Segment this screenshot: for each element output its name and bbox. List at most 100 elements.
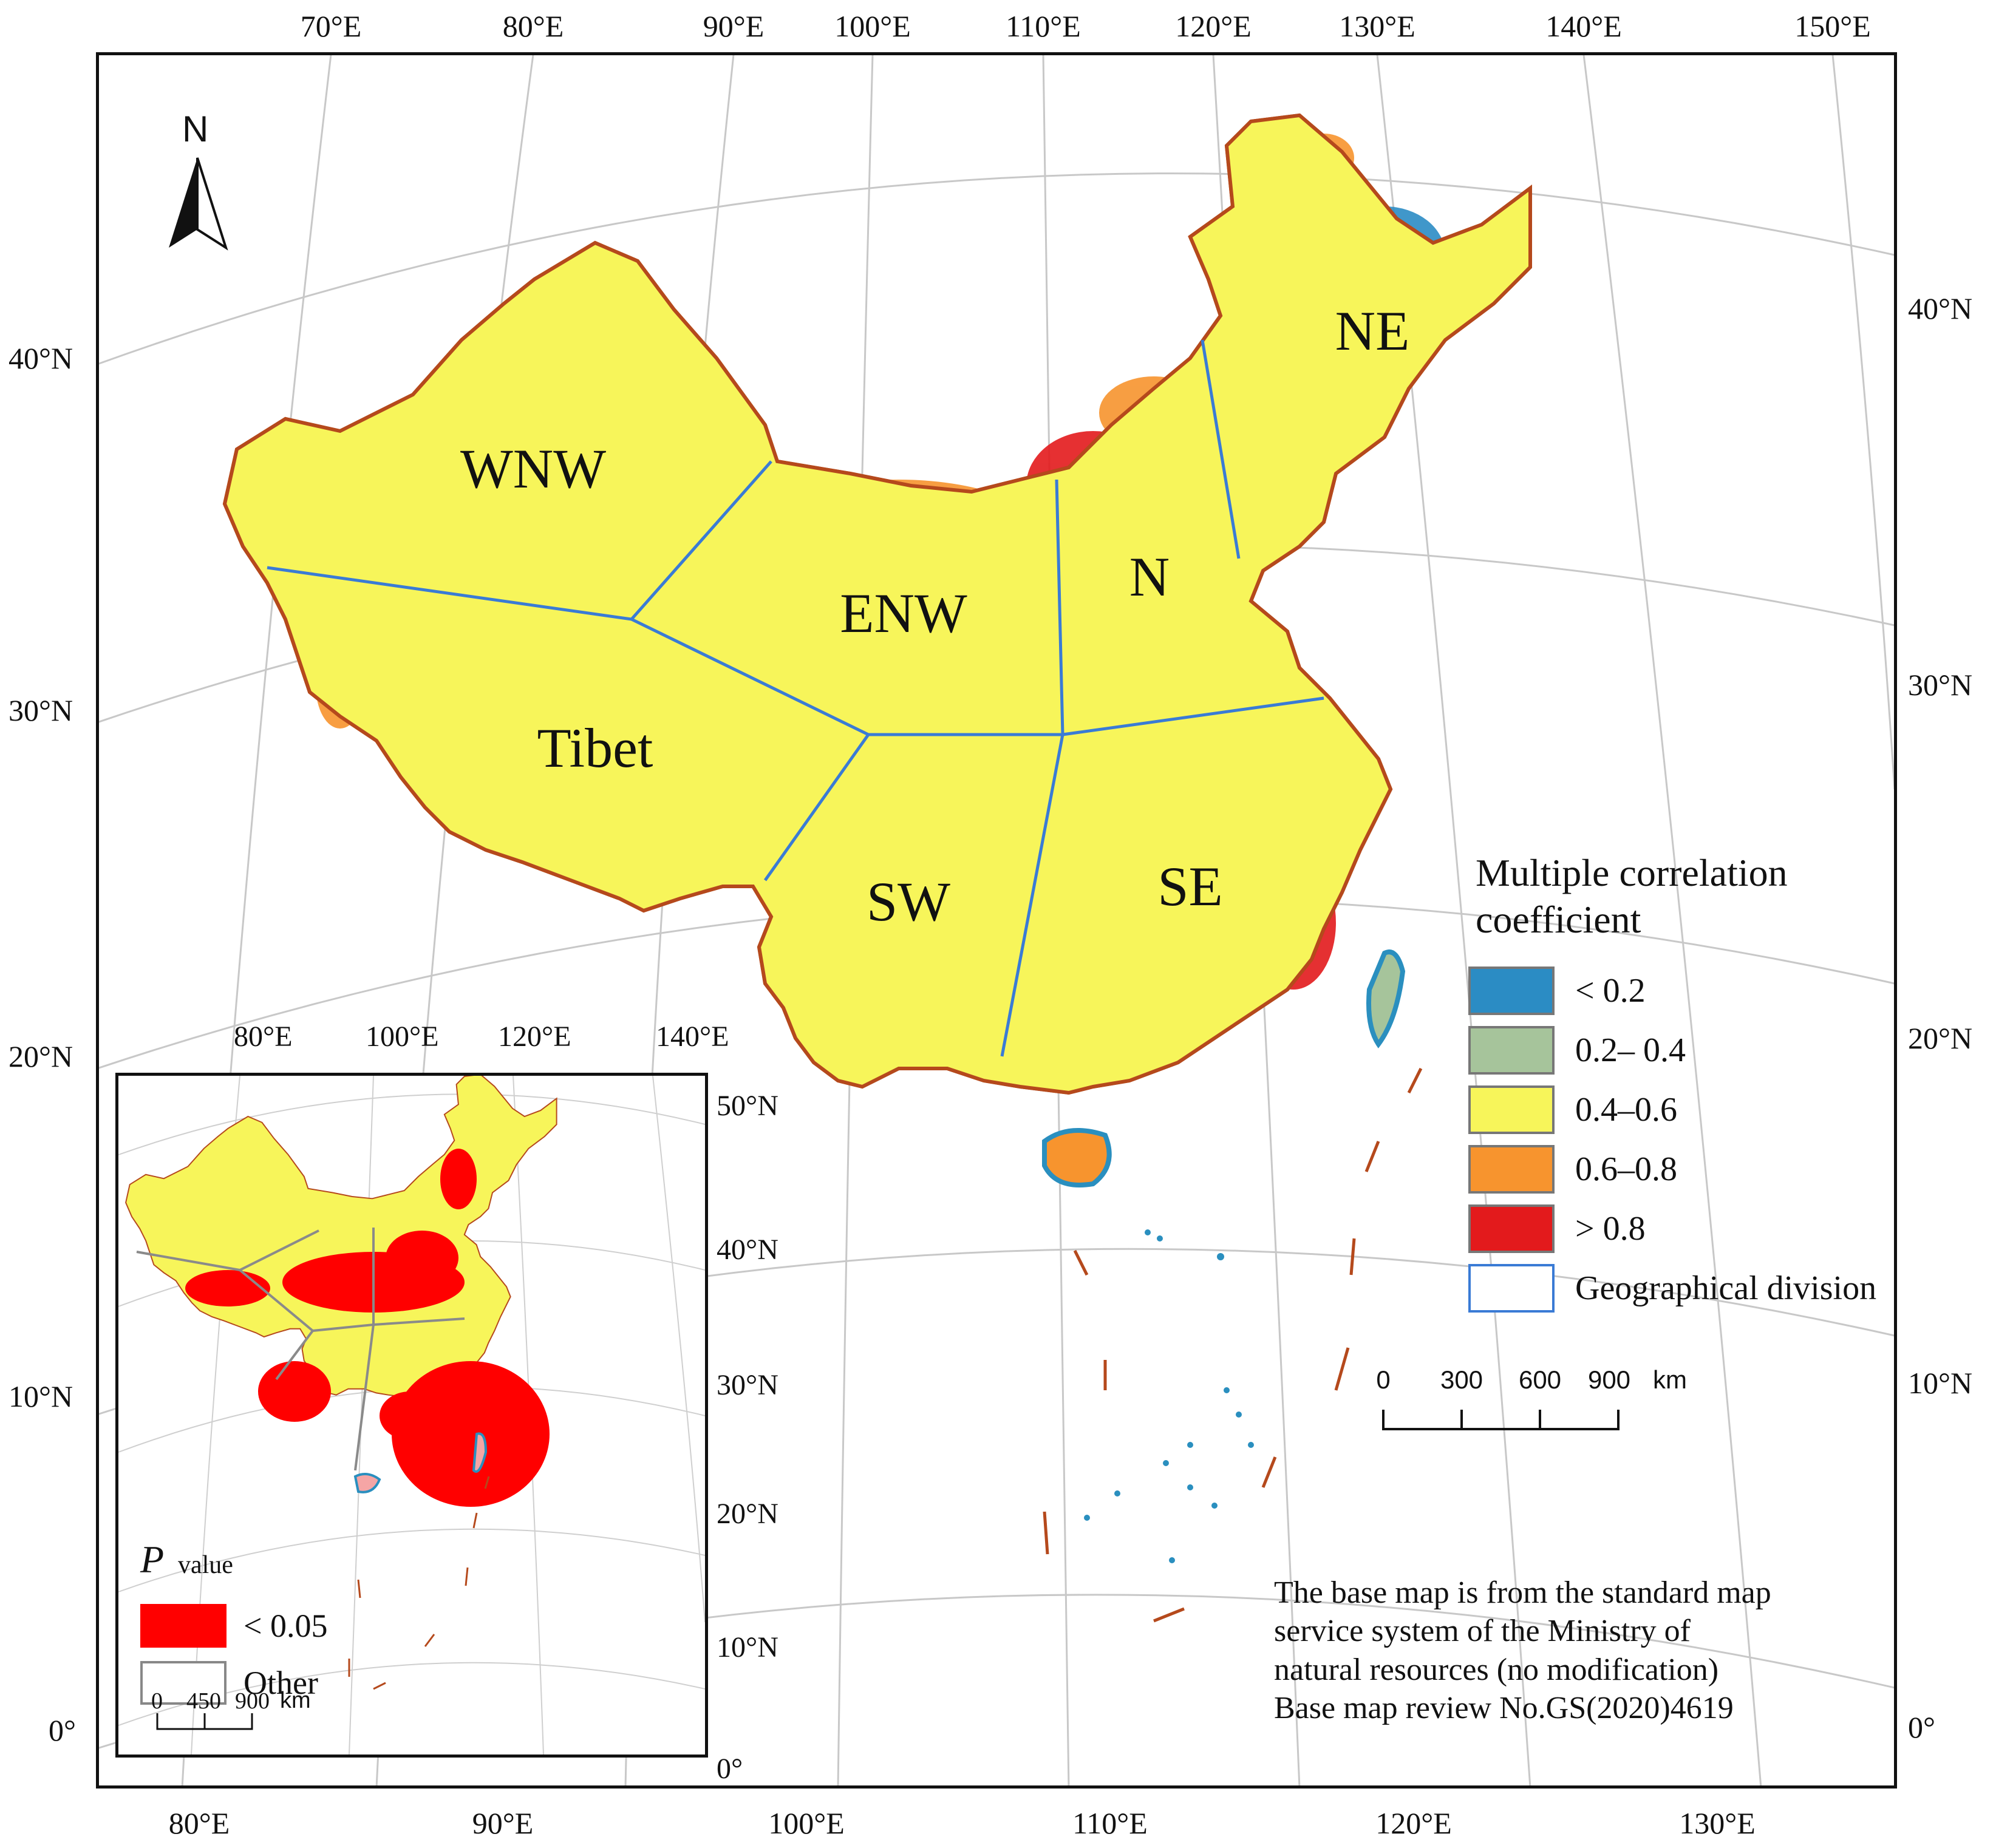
legend-item-division: Geographical division [1468,1263,1876,1314]
region-label-sw: SW [867,871,950,932]
legend-label: 0.6–0.8 [1575,1150,1677,1188]
inset-nine-dash [348,1476,490,1690]
dash-3 [1349,1238,1356,1276]
inset-scale-label-900: 900 [235,1688,270,1714]
legend-label: 0.4–0.6 [1575,1091,1677,1129]
top-tick-70E: 70°E [300,9,362,43]
inset-map-frame: P value < 0.05 Other 0 450 900 km [115,1073,708,1758]
division-n-ne [1201,339,1241,559]
legend-item: > 0.8 [1468,1203,1646,1254]
island [1211,1503,1218,1509]
left-tick-20N: 20°N [9,1039,73,1073]
island [1145,1229,1151,1235]
top-tick-110E: 110°E [1006,9,1081,43]
right-tick-30N: 30°N [1908,668,1973,702]
inset-right-tick-40N: 40°N [717,1234,778,1266]
region-label-n: N [1129,546,1170,608]
note-line2: service system of the Ministry of [1274,1614,1691,1649]
inset-top-tick-120E: 120°E [498,1021,571,1053]
top-tick-150E: 150°E [1794,9,1871,43]
pvalue-swatch-white [140,1661,227,1705]
left-tick-10N: 10°N [9,1379,73,1413]
legend-item: < 0.2 [1468,965,1646,1016]
pvalue-label: Other [244,1665,318,1701]
graticule-parallel-50 [99,172,1894,365]
pvalue-swatch-red [140,1604,227,1648]
island [1217,1253,1224,1260]
top-tick-90E: 90°E [703,9,765,43]
island [1236,1411,1242,1418]
inset-right-tick-50N: 50°N [717,1090,778,1122]
region-label-ne: NE [1335,300,1410,362]
note-line3: natural resources (no modification) [1274,1652,1719,1687]
legend-label-division: Geographical division [1575,1269,1877,1307]
scale-label-900: 900 [1587,1365,1631,1394]
region-label-wnw: WNW [460,438,607,500]
bottom-tick-110E: 110°E [1072,1806,1148,1840]
region-label-se: SE [1157,855,1223,917]
inset-right-tick-20N: 20°N [717,1498,778,1530]
sig-area [185,1270,270,1306]
dash-6 [1153,1607,1185,1623]
legend-title-line2: coefficient [1476,897,1641,941]
pvalue-subtitle: value [178,1551,233,1579]
scale-label-300: 300 [1440,1365,1483,1394]
north-label: N [182,109,209,149]
legend-swatch-red [1468,1204,1555,1253]
scale-unit: km [1653,1365,1687,1394]
legend-swatch-orange [1468,1145,1555,1194]
pvalue-item-other: Other [140,1660,318,1706]
island [1163,1460,1169,1466]
left-tick-30N: 30°N [9,693,73,727]
legend-item: 0.6–0.8 [1468,1144,1677,1195]
inset-china [126,1076,557,1397]
inset-right-tick-10N: 10°N [717,1631,778,1663]
note-line4: Base map review No.GS(2020)4619 [1274,1691,1734,1726]
inset-taiwan [472,1432,488,1473]
top-tick-140E: 140°E [1545,9,1622,43]
division-lines [267,339,1324,1057]
division-tibet-sw [763,733,870,882]
sig-area [392,1361,550,1507]
right-tick-20N: 20°N [1908,1021,1973,1055]
taiwan-island [1366,949,1406,1048]
inset-right-tick-30N: 30°N [717,1369,778,1401]
north-arrow-icon [169,157,228,251]
scale-label-0: 0 [1376,1365,1391,1394]
top-tick-80E: 80°E [502,9,564,43]
island [1114,1490,1120,1496]
legend-swatch-yellow [1468,1085,1555,1134]
region-label-enw: ENW [840,582,967,644]
inset-right-tick-0: 0° [717,1753,743,1785]
inset-scale-label-0: 0 [151,1688,163,1714]
bottom-tick-80E: 80°E [168,1806,230,1840]
inset-division-lines [136,1228,465,1471]
right-tick-10N: 10°N [1908,1366,1973,1400]
legend-swatch-division [1468,1264,1555,1313]
island [1224,1387,1230,1393]
note-line1: The base map is from the standard map [1274,1575,1771,1610]
legend-item: 0.2– 0.4 [1468,1025,1686,1076]
inset-top-tick-100E: 100°E [366,1021,439,1053]
sig-area [440,1149,477,1209]
bottom-tick-100E: 100°E [768,1806,845,1840]
dash-9 [1073,1249,1089,1276]
left-tick-40N: 40°N [9,341,73,375]
sig-area [386,1231,458,1285]
main-map-frame [96,52,1897,1789]
scale-bar [1382,1410,1620,1430]
dash-7 [1043,1511,1049,1555]
pvalue-item-significant: < 0.05 [140,1603,327,1649]
pvalue-title: P [140,1538,165,1581]
legend-title: Multiple correlation coefficient [1476,850,1788,943]
hainan-island [1042,1128,1112,1187]
bottom-tick-130E: 130°E [1679,1806,1756,1840]
legend-label: 0.2– 0.4 [1575,1031,1686,1069]
island [1187,1484,1193,1490]
legend-swatch-green [1468,1026,1555,1075]
division-enw-tibet [630,479,1064,736]
region-label-tibet: Tibet [537,717,653,779]
bottom-tick-90E: 90°E [472,1806,534,1840]
top-tick-130E: 130°E [1339,9,1415,43]
